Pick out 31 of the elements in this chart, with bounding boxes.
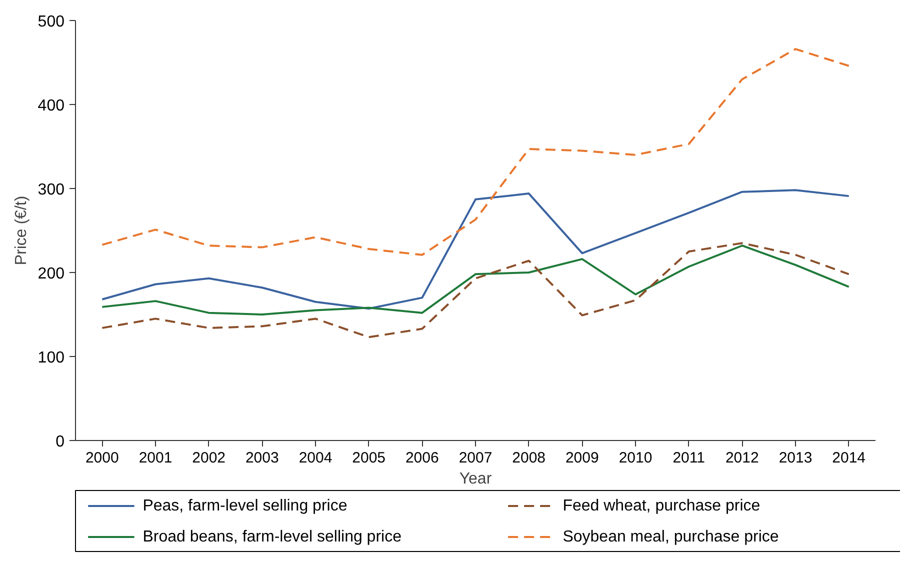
y-tick-label: 200 <box>38 266 65 282</box>
legend-label: Soybean meal, purchase price <box>562 528 779 546</box>
x-tick-label: 2010 <box>618 450 652 466</box>
x-tick-label: 2001 <box>138 450 172 466</box>
x-tick-label: 2012 <box>725 450 759 466</box>
x-tick-label: 2009 <box>565 450 599 466</box>
x-tick-label: 2006 <box>405 450 439 466</box>
line-series <box>101 244 850 316</box>
line-series <box>101 242 850 338</box>
legend-label: Feed wheat, purchase price <box>562 498 760 514</box>
legend-label: Broad beans, farm-level selling price <box>142 528 402 546</box>
x-tick-label: 2003 <box>245 450 279 466</box>
x-tick-label: 2013 <box>778 450 812 466</box>
line-series <box>101 48 850 256</box>
y-axis-title: Price (€/t) <box>12 196 30 266</box>
x-tick-label: 2000 <box>85 450 119 466</box>
y-tick-label: 400 <box>38 98 65 114</box>
x-tick-label: 2004 <box>298 450 332 466</box>
x-tick-label: 2008 <box>512 450 546 466</box>
x-tick-label: 2002 <box>192 450 226 466</box>
x-axis-title: Year <box>459 470 492 488</box>
legend-label: Peas, farm-level selling price <box>142 498 348 514</box>
y-tick-label: 500 <box>38 14 65 30</box>
line-series <box>101 189 850 310</box>
y-tick-label: 300 <box>38 182 65 198</box>
y-tick-label: 0 <box>56 434 65 450</box>
x-tick-label: 2005 <box>352 450 386 466</box>
x-tick-label: 2011 <box>672 450 705 466</box>
y-tick-label: 100 <box>38 350 65 366</box>
x-tick-label: 2014 <box>832 450 866 466</box>
x-tick-label: 2007 <box>458 450 492 466</box>
